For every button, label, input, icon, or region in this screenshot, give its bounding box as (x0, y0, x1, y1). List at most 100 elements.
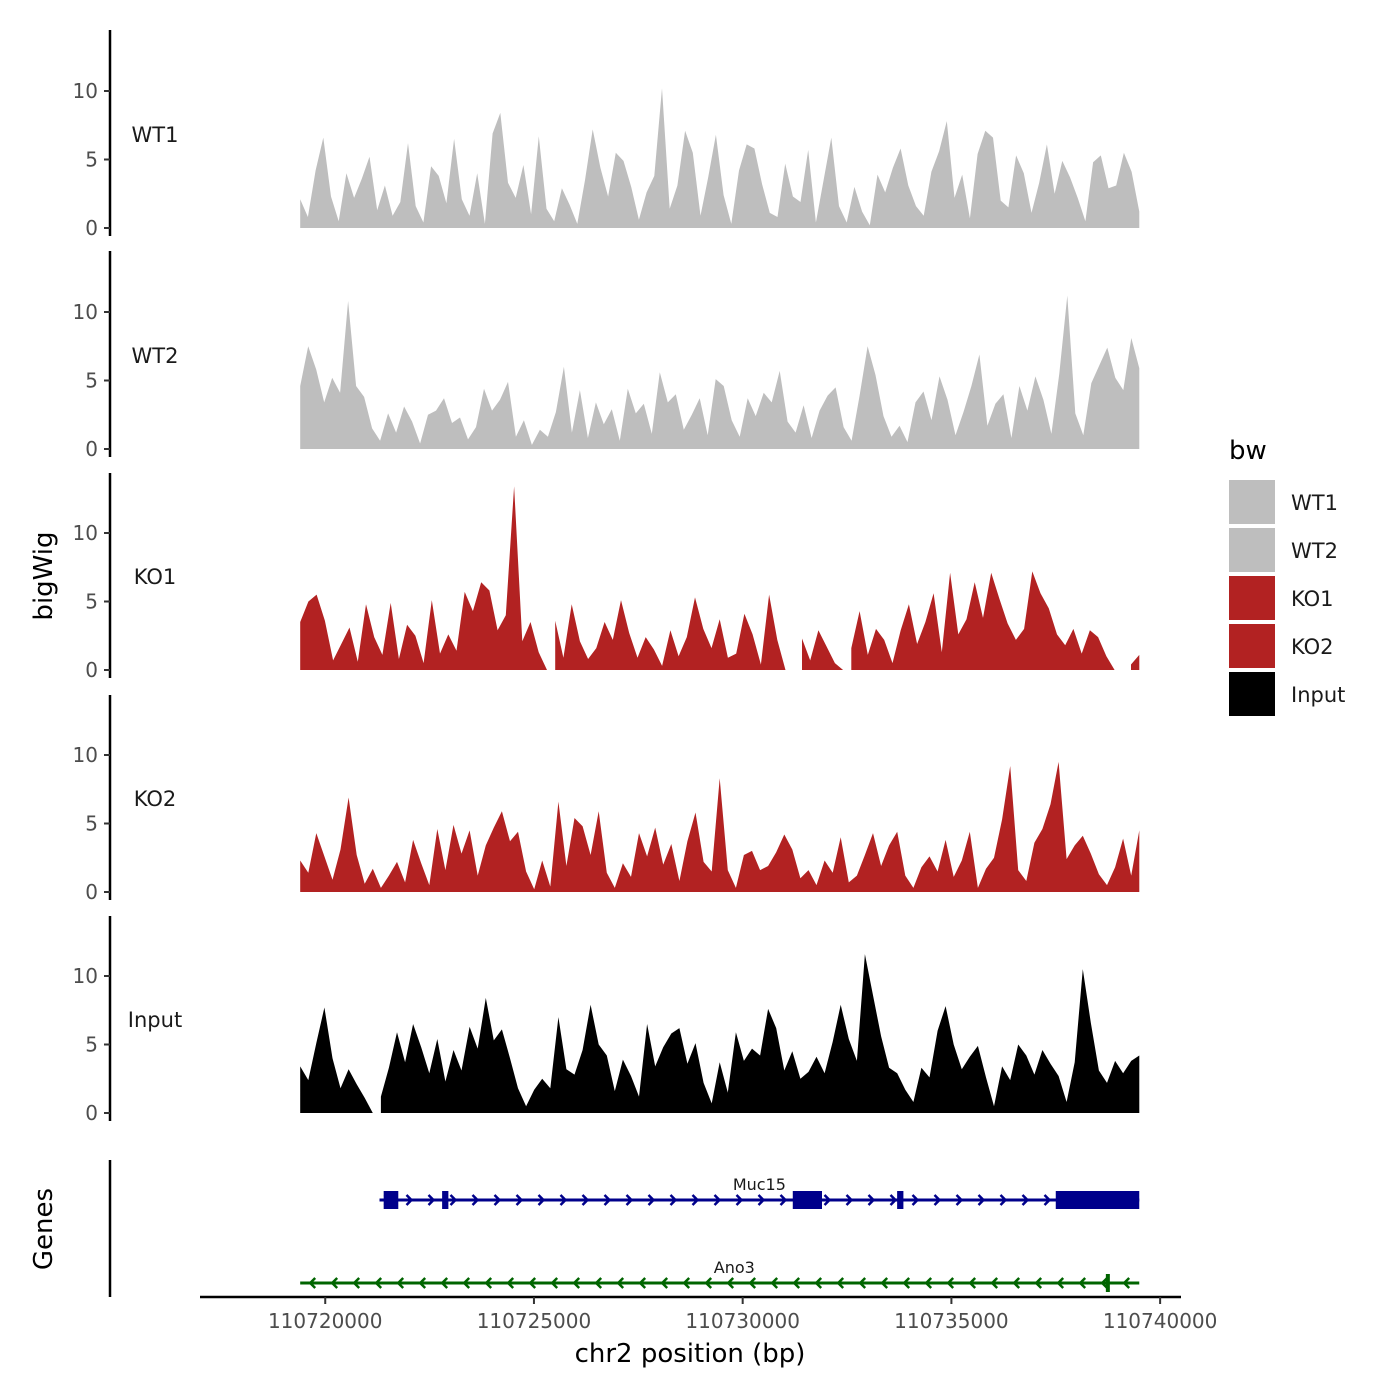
strand-chevron (845, 1194, 854, 1206)
x-tick-label: 110725000 (477, 1309, 592, 1333)
y-tick-label: 5 (85, 812, 98, 836)
y-tick-label: 0 (85, 880, 98, 904)
strand-chevron (572, 1277, 581, 1289)
y-axis-title: bigWig (29, 531, 59, 620)
genes-axis-title: Genes (29, 1188, 59, 1270)
legend: bw WT1 WT2 KO1 KO2 Input (1229, 436, 1345, 716)
strand-chevron (669, 1194, 678, 1206)
strand-chevron (955, 1194, 964, 1206)
x-axis: 110720000 110725000 110730000 110735000 1107… (200, 1295, 1218, 1333)
y-tick-label: 10 (73, 743, 98, 767)
strand-chevron (449, 1194, 458, 1206)
y-tick-label: 0 (85, 1101, 98, 1125)
strand-chevron (638, 1277, 647, 1289)
strand-chevron (396, 1277, 405, 1289)
strand-chevron (594, 1277, 603, 1289)
strand-chevron (1100, 1277, 1109, 1289)
track-ko2: 0 5 10 KO2 (73, 695, 1140, 904)
strand-chevron (902, 1277, 911, 1289)
y-tick-label: 5 (85, 369, 98, 393)
strand-chevron (515, 1194, 524, 1206)
strand-chevron (308, 1277, 317, 1289)
strand-chevron (946, 1277, 955, 1289)
gene-exon (897, 1191, 904, 1209)
gene-exon (792, 1191, 822, 1209)
bigwig-tracks: 0 5 10 WT1 0 5 10 WT2 0 5 10 KO1 0 5 10 KO2 0 5 10 Input (73, 30, 1140, 1125)
y-tick-label: 10 (73, 79, 98, 103)
x-tick-label: 110730000 (685, 1309, 800, 1333)
strand-chevron (1056, 1277, 1065, 1289)
track-wt1: 0 5 10 WT1 (73, 30, 1140, 240)
legend-key-input (1229, 672, 1275, 716)
signal-area-input (300, 954, 1140, 1113)
legend-label: KO1 (1291, 587, 1334, 611)
strand-chevron (713, 1194, 722, 1206)
strand-chevron (603, 1194, 612, 1206)
strand-chevron (1078, 1277, 1087, 1289)
strand-chevron (990, 1277, 999, 1289)
strand-chevron (682, 1277, 691, 1289)
strand-chevron (968, 1277, 977, 1289)
gene-name-label: Muc15 (733, 1175, 786, 1194)
x-axis-title: chr2 position (bp) (575, 1339, 806, 1369)
strand-chevron (647, 1194, 656, 1206)
x-tick-label: 110740000 (1103, 1309, 1218, 1333)
strand-chevron (1122, 1277, 1131, 1289)
legend-key-ko1 (1229, 576, 1275, 620)
strand-chevron (427, 1194, 436, 1206)
y-tick-label: 10 (73, 521, 98, 545)
strand-chevron (691, 1194, 700, 1206)
legend-label: KO2 (1291, 635, 1334, 659)
y-tick-label: 5 (85, 590, 98, 614)
strand-chevron (660, 1277, 669, 1289)
y-tick-label: 10 (73, 964, 98, 988)
gene-exon (1055, 1191, 1140, 1209)
strand-chevron (559, 1194, 568, 1206)
strand-chevron (471, 1194, 480, 1206)
strand-chevron (537, 1194, 546, 1206)
strand-chevron (836, 1277, 845, 1289)
strand-chevron (1021, 1194, 1030, 1206)
x-tick-label: 110735000 (894, 1309, 1009, 1333)
track-label: KO2 (134, 787, 177, 811)
gene-exon (1105, 1274, 1110, 1292)
strand-chevron (867, 1194, 876, 1206)
track-ko1: 0 5 10 KO1 (73, 473, 1140, 682)
track-label: WT2 (132, 344, 179, 368)
gene-name-label: Ano3 (714, 1258, 755, 1277)
gene-annotation-track: Muc15 Ano3 (108, 1160, 1140, 1297)
track-label: WT1 (132, 123, 179, 147)
strand-chevron (933, 1194, 942, 1206)
legend-key-wt2 (1229, 528, 1275, 572)
strand-chevron (484, 1277, 493, 1289)
signal-area-ko2 (300, 761, 1140, 892)
strand-chevron (616, 1277, 625, 1289)
legend-label: Input (1291, 683, 1345, 707)
legend-key-ko2 (1229, 624, 1275, 668)
strand-chevron (924, 1277, 933, 1289)
y-tick-label: 0 (85, 658, 98, 682)
strand-chevron (748, 1277, 757, 1289)
gene-exon (383, 1191, 399, 1209)
strand-chevron (858, 1277, 867, 1289)
strand-chevron (550, 1277, 559, 1289)
y-tick-label: 5 (85, 148, 98, 172)
y-tick-label: 5 (85, 1033, 98, 1057)
signal-area-wt1 (300, 88, 1140, 228)
gene-ano3: Ano3 (300, 1258, 1140, 1292)
strand-chevron (880, 1277, 889, 1289)
strand-chevron (770, 1277, 779, 1289)
track-input: 0 5 10 Input (73, 916, 1140, 1125)
strand-chevron (999, 1194, 1008, 1206)
strand-chevron (1034, 1277, 1043, 1289)
strand-chevron (440, 1277, 449, 1289)
legend-title: bw (1229, 436, 1267, 466)
strand-chevron (977, 1194, 986, 1206)
strand-chevron (792, 1277, 801, 1289)
strand-chevron (506, 1277, 515, 1289)
signal-area-wt2 (300, 295, 1140, 449)
strand-chevron (330, 1277, 339, 1289)
strand-chevron (814, 1277, 823, 1289)
strand-chevron (405, 1194, 414, 1206)
